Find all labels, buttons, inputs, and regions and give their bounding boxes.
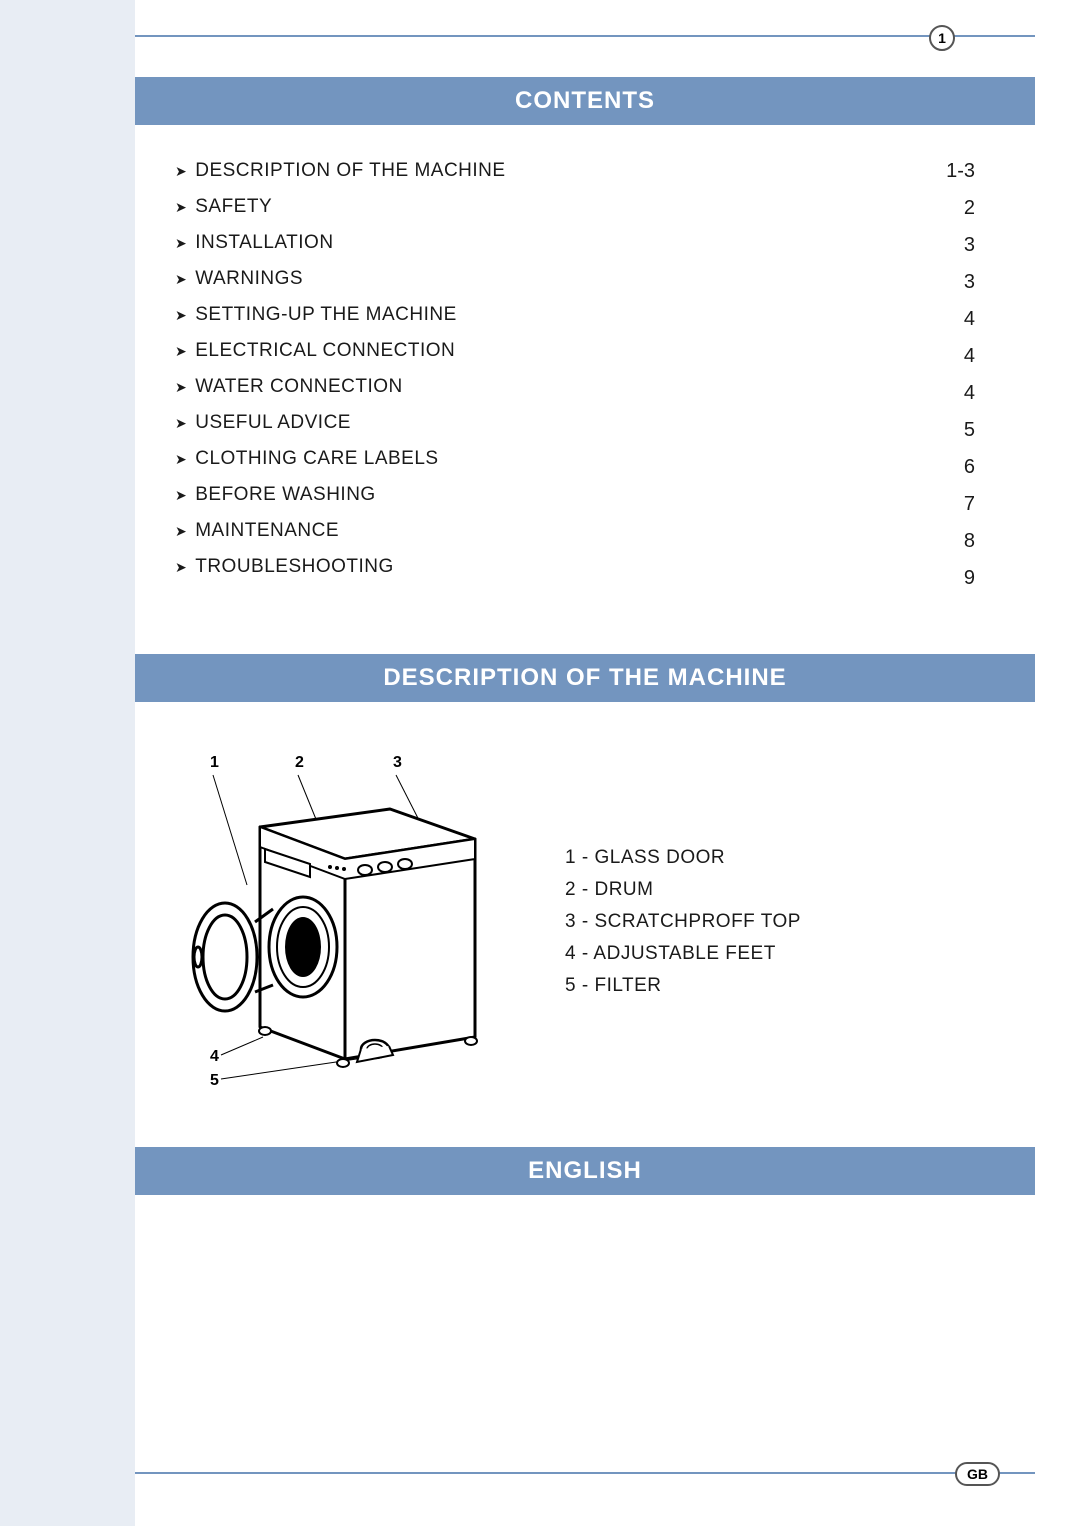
- washing-machine-diagram: 1 2 3 4 5: [165, 737, 525, 1107]
- toc-row: ➤ SETTING-UP THE MACHINE: [175, 304, 915, 326]
- page-number-badge: 1: [929, 25, 955, 51]
- toc-row: ➤ USEFUL ADVICE: [175, 412, 915, 434]
- toc-page: 4: [915, 345, 975, 368]
- country-badge: GB: [955, 1462, 1000, 1486]
- toc-row: ➤ TROUBLESHOOTING: [175, 556, 915, 578]
- arrow-icon: ➤: [175, 523, 187, 540]
- toc-items-column: ➤ DESCRIPTION OF THE MACHINE ➤ SAFETY ➤ INS…: [175, 160, 915, 604]
- toc-page: 8: [915, 530, 975, 553]
- toc-row: ➤ MAINTENANCE: [175, 520, 915, 542]
- arrow-icon: ➤: [175, 379, 187, 396]
- part-item: 4 - ADJUSTABLE FEET: [565, 943, 995, 965]
- callout-2: 2: [295, 754, 304, 771]
- arrow-icon: ➤: [175, 163, 187, 180]
- page-number: 1: [938, 30, 946, 46]
- toc-label: ELECTRICAL CONNECTION: [195, 340, 455, 362]
- table-of-contents: ➤ DESCRIPTION OF THE MACHINE ➤ SAFETY ➤ INS…: [135, 160, 1035, 604]
- toc-row: ➤ DESCRIPTION OF THE MACHINE: [175, 160, 915, 182]
- toc-label: TROUBLESHOOTING: [195, 556, 394, 578]
- callout-3: 3: [393, 754, 402, 771]
- toc-row: ➤ INSTALLATION: [175, 232, 915, 254]
- arrow-icon: ➤: [175, 487, 187, 504]
- language-header: ENGLISH: [135, 1147, 1035, 1195]
- toc-page: 6: [915, 456, 975, 479]
- arrow-icon: ➤: [175, 199, 187, 216]
- toc-label: SETTING-UP THE MACHINE: [195, 304, 457, 326]
- arrow-icon: ➤: [175, 343, 187, 360]
- callout-4: 4: [210, 1048, 219, 1065]
- toc-row: ➤ WATER CONNECTION: [175, 376, 915, 398]
- toc-label: USEFUL ADVICE: [195, 412, 351, 434]
- contents-header: CONTENTS: [135, 77, 1035, 125]
- toc-label: WARNINGS: [195, 268, 303, 290]
- toc-label: INSTALLATION: [195, 232, 333, 254]
- description-header: DESCRIPTION OF THE MACHINE: [135, 654, 1035, 702]
- toc-page: 7: [915, 493, 975, 516]
- toc-pages-column: 1-3 2 3 3 4 4 4 5 6 7 8 9: [915, 160, 975, 604]
- toc-label: BEFORE WASHING: [195, 484, 375, 506]
- toc-row: ➤ CLOTHING CARE LABELS: [175, 448, 915, 470]
- toc-page: 5: [915, 419, 975, 442]
- arrow-icon: ➤: [175, 451, 187, 468]
- toc-label: WATER CONNECTION: [195, 376, 403, 398]
- main-content: 1 CONTENTS ➤ DESCRIPTION OF THE MACHINE ➤…: [135, 0, 1080, 1526]
- toc-label: CLOTHING CARE LABELS: [195, 448, 438, 470]
- toc-page: 2: [915, 197, 975, 220]
- toc-row: ➤ SAFETY: [175, 196, 915, 218]
- toc-row: ➤ WARNINGS: [175, 268, 915, 290]
- bottom-rule: [135, 1472, 1035, 1474]
- toc-label: MAINTENANCE: [195, 520, 339, 542]
- toc-label: DESCRIPTION OF THE MACHINE: [195, 160, 505, 182]
- toc-page: 3: [915, 234, 975, 257]
- top-rule: 1: [135, 35, 1035, 37]
- arrow-icon: ➤: [175, 307, 187, 324]
- toc-row: ➤ BEFORE WASHING: [175, 484, 915, 506]
- toc-row: ➤ ELECTRICAL CONNECTION: [175, 340, 915, 362]
- part-item: 2 - DRUM: [565, 879, 995, 901]
- arrow-icon: ➤: [175, 235, 187, 252]
- left-margin-band: [0, 0, 135, 1526]
- arrow-icon: ➤: [175, 415, 187, 432]
- part-item: 3 - SCRATCHPROFF TOP: [565, 911, 995, 933]
- toc-page: 3: [915, 271, 975, 294]
- callout-5: 5: [210, 1072, 219, 1089]
- description-area: 1 2 3 4 5 1 - GLASS DOOR 2 - DRUM 3 - SC…: [135, 737, 1035, 1107]
- toc-page: 4: [915, 382, 975, 405]
- callout-1: 1: [210, 754, 219, 771]
- part-item: 5 - FILTER: [565, 975, 995, 997]
- toc-page: 1-3: [915, 160, 975, 183]
- arrow-icon: ➤: [175, 271, 187, 288]
- toc-page: 4: [915, 308, 975, 331]
- part-item: 1 - GLASS DOOR: [565, 847, 995, 869]
- toc-page: 9: [915, 567, 975, 590]
- toc-label: SAFETY: [195, 196, 272, 218]
- arrow-icon: ➤: [175, 559, 187, 576]
- parts-list: 1 - GLASS DOOR 2 - DRUM 3 - SCRATCHPROFF…: [565, 737, 995, 1107]
